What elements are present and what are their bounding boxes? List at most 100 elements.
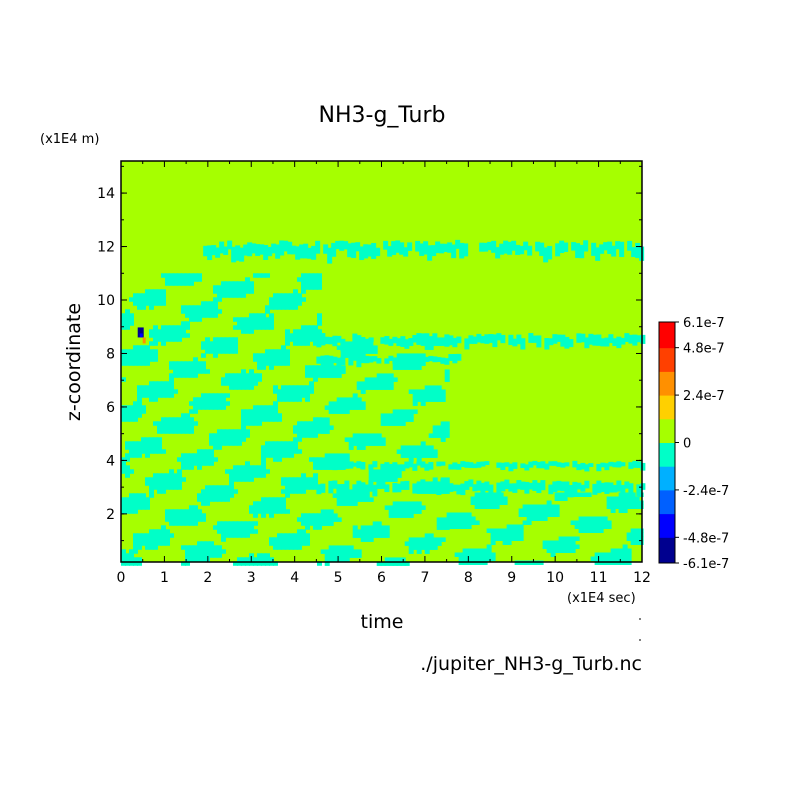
heatmap-band-cell (251, 243, 257, 254)
heatmap-band-cell (427, 245, 433, 261)
heatmap-band-cell (203, 245, 209, 257)
heatmap-cell (201, 401, 206, 406)
heatmap-band-cell (448, 335, 454, 346)
heatmap-cell (181, 465, 186, 470)
heatmap-cell (574, 536, 580, 541)
heatmap-cell (297, 341, 302, 346)
heatmap-cell (281, 501, 286, 506)
heatmap-cell (285, 329, 290, 334)
heatmap-cell (412, 505, 418, 510)
heatmap-cell (125, 313, 130, 318)
heatmap-cell (506, 536, 512, 541)
heatmap-cell (317, 461, 322, 466)
heatmap-cell (209, 305, 214, 310)
heatmap-band-cell (392, 482, 398, 493)
heatmap-cell (229, 489, 234, 494)
heatmap-cell (245, 329, 250, 334)
heatmap-band-cell (528, 482, 534, 490)
heatmap-cell (217, 441, 222, 446)
heatmap-cell (324, 557, 330, 562)
heatmap-cell (277, 305, 282, 310)
heatmap-cell (265, 509, 270, 514)
heatmap-cell (205, 369, 210, 374)
heatmap-cell (213, 297, 218, 302)
heatmap-cell (241, 413, 246, 418)
heatmap-cell (634, 536, 640, 541)
heatmap-band-cell (408, 355, 414, 363)
heatmap-band-cell (332, 480, 338, 489)
heatmap-cell (257, 405, 262, 410)
heatmap-cell (380, 525, 386, 530)
heatmap-cell (360, 525, 366, 530)
heatmap-cell (534, 516, 540, 521)
heatmap-cell (420, 341, 426, 346)
heatmap-cell (269, 561, 274, 566)
heatmap-cell (281, 393, 286, 398)
heatmap-band-cell (536, 462, 542, 469)
heatmap-cell (372, 521, 378, 526)
heatmap-cell (348, 501, 354, 506)
heatmap-cell (289, 477, 294, 482)
heatmap-cell (432, 425, 438, 430)
heatmap-cell (494, 528, 500, 533)
heatmap-cell (344, 409, 350, 414)
heatmap-cell (213, 397, 218, 402)
heatmap-cell (486, 496, 492, 501)
heatmap-cell (388, 373, 394, 378)
heatmap-cell (332, 409, 338, 414)
heatmap-band-cell (332, 335, 338, 347)
heatmap-cell (364, 385, 370, 390)
heatmap-band-cell (404, 339, 410, 349)
heatmap-cell (189, 513, 194, 518)
heatmap-cell (229, 341, 234, 346)
heatmap-cell (185, 421, 190, 426)
heatmap-cell (293, 541, 298, 546)
heatmap-cell (177, 509, 182, 514)
heatmap-cell (424, 393, 430, 398)
y-tick-label: 8 (106, 346, 115, 362)
heatmap-cell (145, 445, 150, 450)
heatmap-cell (466, 552, 472, 557)
heatmap-cell (320, 425, 326, 430)
heatmap-cell (313, 481, 318, 486)
heatmap-cell (181, 521, 186, 526)
heatmap-cell (293, 481, 298, 486)
heatmap-cell (261, 497, 266, 502)
heatmap-cell (309, 281, 314, 286)
heatmap-cell (400, 353, 406, 358)
heatmap-band-cell (484, 461, 490, 466)
heatmap-band-cell (416, 355, 422, 363)
x-tick-label: 10 (546, 570, 564, 586)
heatmap-cell (428, 537, 434, 542)
colorbar: 6.1e-74.8e-72.4e-70-2.4e-7-4.8e-7-6.1e-7 (658, 316, 729, 572)
heatmap-cell (478, 504, 484, 509)
heatmap-cell (237, 321, 242, 326)
heatmap-cell (478, 496, 484, 501)
heatmap-cell (241, 557, 246, 562)
heatmap-cell (197, 545, 202, 550)
heatmap-cell (542, 504, 548, 509)
heatmap-cell (436, 537, 442, 542)
heatmap-cell (400, 513, 406, 518)
heatmap-cell (161, 325, 166, 330)
heatmap-band-cell (496, 462, 502, 468)
heatmap-cell (416, 449, 422, 454)
heatmap-cell (197, 309, 202, 314)
heatmap-cell (221, 401, 226, 406)
heatmap-cell (125, 405, 130, 410)
heatmap-band-cell (356, 335, 362, 347)
heatmap-cell (149, 437, 154, 442)
heatmap-band-cell (476, 480, 482, 491)
heatmap-band-cell (227, 240, 233, 250)
heatmap-cell (257, 325, 262, 330)
heatmap-band-cell (368, 338, 374, 350)
heatmap-cell (352, 393, 358, 398)
heatmap-cell (145, 441, 150, 446)
heatmap-cell (416, 353, 422, 358)
heatmap-cell (606, 552, 612, 557)
heatmap-cell (229, 493, 234, 498)
heatmap-cell (129, 453, 134, 458)
heatmap-band-cell (628, 334, 634, 344)
heatmap-cell (157, 481, 162, 486)
heatmap-cell (356, 397, 362, 402)
